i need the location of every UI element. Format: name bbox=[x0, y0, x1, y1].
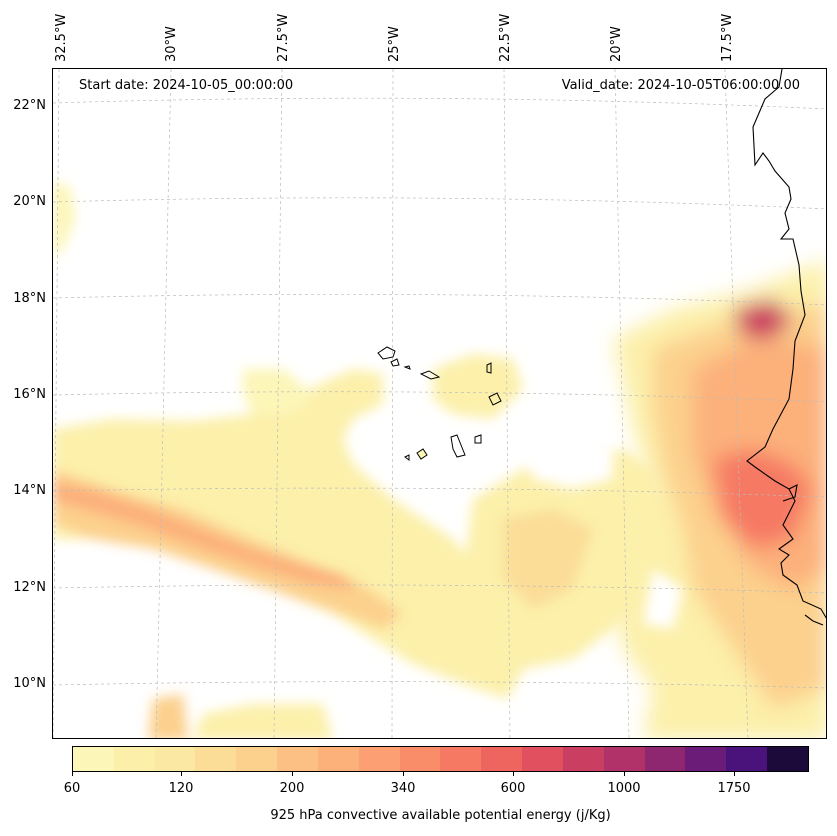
lon-label-27-5w: 27.5°W bbox=[276, 13, 291, 62]
coast-detail-gambia bbox=[782, 484, 798, 502]
lon-label-17-5w: 17.5°W bbox=[720, 13, 735, 62]
lat-label-16n: 16°N bbox=[13, 387, 46, 402]
gridline-lon-20 bbox=[614, 69, 630, 738]
colorbar-tick bbox=[181, 771, 182, 776]
colorbar-label-120: 120 bbox=[168, 781, 194, 796]
colorbar-label-1750: 1750 bbox=[717, 781, 751, 796]
island-maio bbox=[474, 434, 482, 444]
cape-patch-south bbox=[193, 704, 333, 738]
colorbar-swatch bbox=[440, 747, 482, 771]
gridline-lat-20 bbox=[53, 197, 826, 210]
colorbar-swatch bbox=[195, 747, 237, 771]
colorbar-swatch bbox=[726, 747, 768, 771]
cape-area-central-south-core bbox=[503, 509, 593, 609]
colorbar-swatch bbox=[562, 747, 604, 771]
island-sao-nicolau bbox=[419, 370, 441, 380]
colorbar-swatch bbox=[399, 747, 441, 771]
colorbar-swatch bbox=[358, 747, 400, 771]
gridline-lon-25 bbox=[391, 69, 394, 738]
colorbar-title: 925 hPa convective available potential e… bbox=[270, 808, 611, 823]
colorbar-swatch bbox=[113, 747, 155, 771]
start-date-label: Start date: 2024-10-05_00:00:00 bbox=[79, 78, 294, 93]
cape-contours bbox=[53, 179, 826, 738]
island-santo-antao bbox=[377, 346, 396, 360]
gridline-lat-14 bbox=[53, 487, 826, 498]
lon-label-32-5w: 32.5°W bbox=[54, 13, 69, 62]
gridline-lat-22 bbox=[53, 97, 826, 110]
cape-band-itcz-peak bbox=[53, 481, 353, 589]
lon-label-22-5w: 22.5°W bbox=[498, 13, 513, 62]
lon-label-20w: 20°W bbox=[609, 26, 624, 62]
cape-region-west-edge bbox=[53, 179, 75, 259]
colorbar-swatch bbox=[277, 747, 318, 771]
lat-label-18n: 18°N bbox=[13, 291, 46, 306]
island-brava bbox=[404, 454, 410, 461]
map-panel[interactable] bbox=[52, 68, 827, 739]
colorbar-tick bbox=[624, 771, 625, 776]
gridline-lon-17-5 bbox=[724, 69, 749, 738]
lat-label-10n: 10°N bbox=[13, 676, 46, 691]
gridline-lon-30 bbox=[155, 69, 172, 738]
island-santa-luzia bbox=[403, 365, 411, 370]
colorbar-label-600: 600 bbox=[500, 781, 526, 796]
colorbar-swatch bbox=[317, 747, 359, 771]
cape-patch-north bbox=[243, 369, 313, 414]
lat-label-20n: 20°N bbox=[13, 194, 46, 209]
africa-coastline bbox=[746, 69, 826, 619]
valid-date-label: Valid_date: 2024-10-05T06:00:00.00 bbox=[561, 78, 800, 93]
gridline-lon-22-5 bbox=[503, 69, 511, 738]
colorbar-swatch bbox=[644, 747, 686, 771]
gridline-lon-32-5 bbox=[53, 69, 60, 738]
colorbar-swatch bbox=[73, 747, 114, 771]
clear-area-2 bbox=[643, 569, 683, 629]
colorbar-swatch bbox=[603, 747, 645, 771]
colorbar-swatch bbox=[685, 747, 727, 771]
island-fogo bbox=[416, 448, 428, 460]
colorbar-swatch bbox=[481, 747, 523, 771]
colorbar-swatch bbox=[154, 747, 196, 771]
cape-verde-islands bbox=[377, 346, 502, 461]
colorbar-tick bbox=[734, 771, 735, 776]
colorbar-swatch bbox=[767, 747, 808, 771]
coastlines bbox=[746, 69, 826, 626]
colorbar-label-200: 200 bbox=[279, 781, 305, 796]
island-sao-vicente bbox=[390, 358, 400, 367]
gridline-lon-27-5 bbox=[273, 69, 283, 738]
coast-detail-bissagos bbox=[804, 614, 824, 626]
lon-label-30w: 30°W bbox=[164, 26, 179, 62]
cape-area-east-peak bbox=[713, 449, 813, 549]
gridline-lat-10 bbox=[53, 681, 826, 689]
colorbar-tick bbox=[513, 771, 514, 776]
cape-area-east-top bbox=[733, 299, 793, 339]
lat-label-22n: 22°N bbox=[13, 98, 46, 113]
island-boa-vista bbox=[488, 392, 502, 406]
colorbar bbox=[72, 746, 809, 772]
colorbar-swatch bbox=[522, 747, 563, 771]
colorbar-label-340: 340 bbox=[390, 781, 416, 796]
colorbar-swatch bbox=[236, 747, 278, 771]
clear-area-1 bbox=[523, 429, 613, 489]
gridlines bbox=[53, 69, 826, 738]
colorbar-tick bbox=[292, 771, 293, 776]
cape-band-itcz bbox=[53, 369, 523, 699]
lat-label-12n: 12°N bbox=[13, 580, 46, 595]
cape-map bbox=[53, 69, 826, 738]
colorbar-label-1000: 1000 bbox=[607, 781, 641, 796]
lat-label-14n: 14°N bbox=[13, 483, 46, 498]
colorbar-label-60: 60 bbox=[63, 781, 81, 796]
cape-patch-center-north bbox=[433, 354, 523, 419]
cape-patch-southwest bbox=[148, 694, 188, 738]
colorbar-tick bbox=[72, 771, 73, 776]
gridline-lat-12 bbox=[53, 584, 826, 594]
island-sal bbox=[486, 362, 492, 374]
lon-label-25w: 25°W bbox=[387, 26, 402, 62]
island-santiago bbox=[450, 434, 466, 458]
colorbar-tick bbox=[403, 771, 404, 776]
gridline-lat-18 bbox=[53, 293, 826, 306]
